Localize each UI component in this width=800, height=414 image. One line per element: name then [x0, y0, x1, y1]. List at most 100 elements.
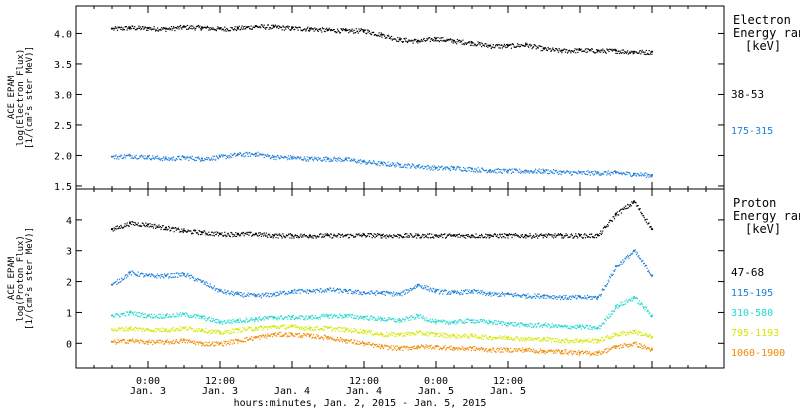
electron-data-dot — [561, 174, 562, 175]
proton-data-dot — [127, 342, 128, 343]
proton-data-dot — [187, 231, 188, 232]
electron-data-dot — [529, 44, 530, 45]
proton-data-dot — [568, 342, 569, 343]
proton-data-dot — [159, 318, 160, 319]
proton-data-dot — [235, 236, 236, 237]
proton-data-dot — [500, 322, 501, 323]
proton-data-dot — [465, 289, 466, 290]
electron-data-dot — [226, 158, 227, 159]
proton-data-dot — [386, 319, 387, 320]
proton-data-dot — [349, 330, 350, 331]
proton-data-dot — [147, 275, 148, 276]
proton-data-dot — [340, 289, 341, 290]
proton-data-dot — [646, 307, 647, 308]
proton-data-dot — [169, 227, 170, 228]
electron-data-dot — [333, 158, 334, 159]
proton-data-dot — [577, 327, 578, 328]
electron-data-dot — [255, 156, 256, 157]
electron-data-dot — [524, 170, 525, 171]
proton-data-dot — [538, 323, 539, 324]
proton-data-dot — [429, 334, 430, 335]
proton-data-dot — [140, 316, 141, 317]
proton-data-dot — [173, 327, 174, 328]
proton-data-dot — [127, 340, 128, 341]
proton-data-dot — [347, 316, 348, 317]
proton-data-dot — [141, 315, 142, 316]
proton-data-dot — [157, 342, 158, 343]
proton-data-dot — [623, 209, 624, 210]
electron-data-dot — [542, 172, 543, 173]
electron-data-dot — [258, 155, 259, 156]
proton-data-dot — [181, 340, 182, 341]
electron-data-dot — [439, 169, 440, 170]
electron-data-dot — [360, 30, 361, 31]
electron-data-dot — [442, 166, 443, 167]
proton-data-dot — [632, 253, 633, 254]
proton-data-dot — [390, 334, 391, 335]
proton-data-dot — [276, 295, 277, 296]
proton-data-dot — [479, 292, 480, 293]
proton-data-dot — [361, 331, 362, 332]
electron-data-dot — [528, 47, 529, 48]
electron-data-dot — [535, 169, 536, 170]
electron-data-dot — [629, 172, 630, 173]
electron-data-dot — [583, 171, 584, 172]
proton-data-dot — [156, 275, 157, 276]
proton-data-dot — [479, 338, 480, 339]
proton-data-dot — [401, 333, 402, 334]
electron-data-dot — [141, 155, 142, 156]
proton-data-dot — [561, 297, 562, 298]
electron-data-dot — [229, 155, 230, 156]
proton-data-dot — [638, 303, 639, 304]
proton-data-dot — [609, 276, 610, 277]
electron-data-dot — [257, 155, 258, 156]
proton-data-dot — [601, 340, 602, 341]
proton-data-dot — [291, 234, 292, 235]
electron-data-dot — [552, 173, 553, 174]
proton-data-dot — [448, 294, 449, 295]
proton-data-dot — [475, 322, 476, 323]
proton-data-dot — [590, 237, 591, 238]
proton-data-dot — [536, 327, 537, 328]
electron-data-dot — [640, 50, 641, 51]
proton-data-dot — [449, 291, 450, 292]
proton-data-dot — [138, 330, 139, 331]
proton-data-dot — [525, 234, 526, 235]
proton-data-dot — [568, 299, 569, 300]
proton-data-dot — [386, 291, 387, 292]
proton-data-dot — [617, 304, 618, 305]
proton-data-dot — [236, 294, 237, 295]
electron-data-dot — [127, 29, 128, 30]
proton-data-dot — [178, 343, 179, 344]
electron-data-dot — [209, 28, 210, 29]
proton-data-dot — [165, 229, 166, 230]
electron-data-dot — [502, 173, 503, 174]
electron-data-dot — [506, 171, 507, 172]
proton-data-dot — [498, 237, 499, 238]
proton-data-dot — [176, 339, 177, 340]
proton-data-dot — [552, 323, 553, 324]
electron-data-dot — [391, 165, 392, 166]
electron-data-dot — [350, 161, 351, 162]
proton-data-dot — [467, 337, 468, 338]
proton-data-dot — [176, 316, 177, 317]
proton-data-dot — [153, 227, 154, 228]
proton-data-dot — [435, 289, 436, 290]
proton-data-dot — [302, 289, 303, 290]
electron-data-dot — [160, 30, 161, 31]
electron-data-dot — [403, 165, 404, 166]
proton-data-dot — [253, 319, 254, 320]
proton-data-dot — [273, 237, 274, 238]
electron-data-dot — [512, 43, 513, 44]
proton-data-dot — [417, 332, 418, 333]
proton-data-dot — [484, 236, 485, 237]
electron-data-dot — [486, 46, 487, 47]
proton-data-dot — [228, 330, 229, 331]
proton-data-dot — [120, 340, 121, 341]
proton-data-dot — [455, 320, 456, 321]
proton-data-dot — [155, 343, 156, 344]
electron-data-dot — [559, 48, 560, 49]
electron-data-dot — [601, 50, 602, 51]
proton-data-dot — [358, 319, 359, 320]
electron-data-dot — [201, 30, 202, 31]
